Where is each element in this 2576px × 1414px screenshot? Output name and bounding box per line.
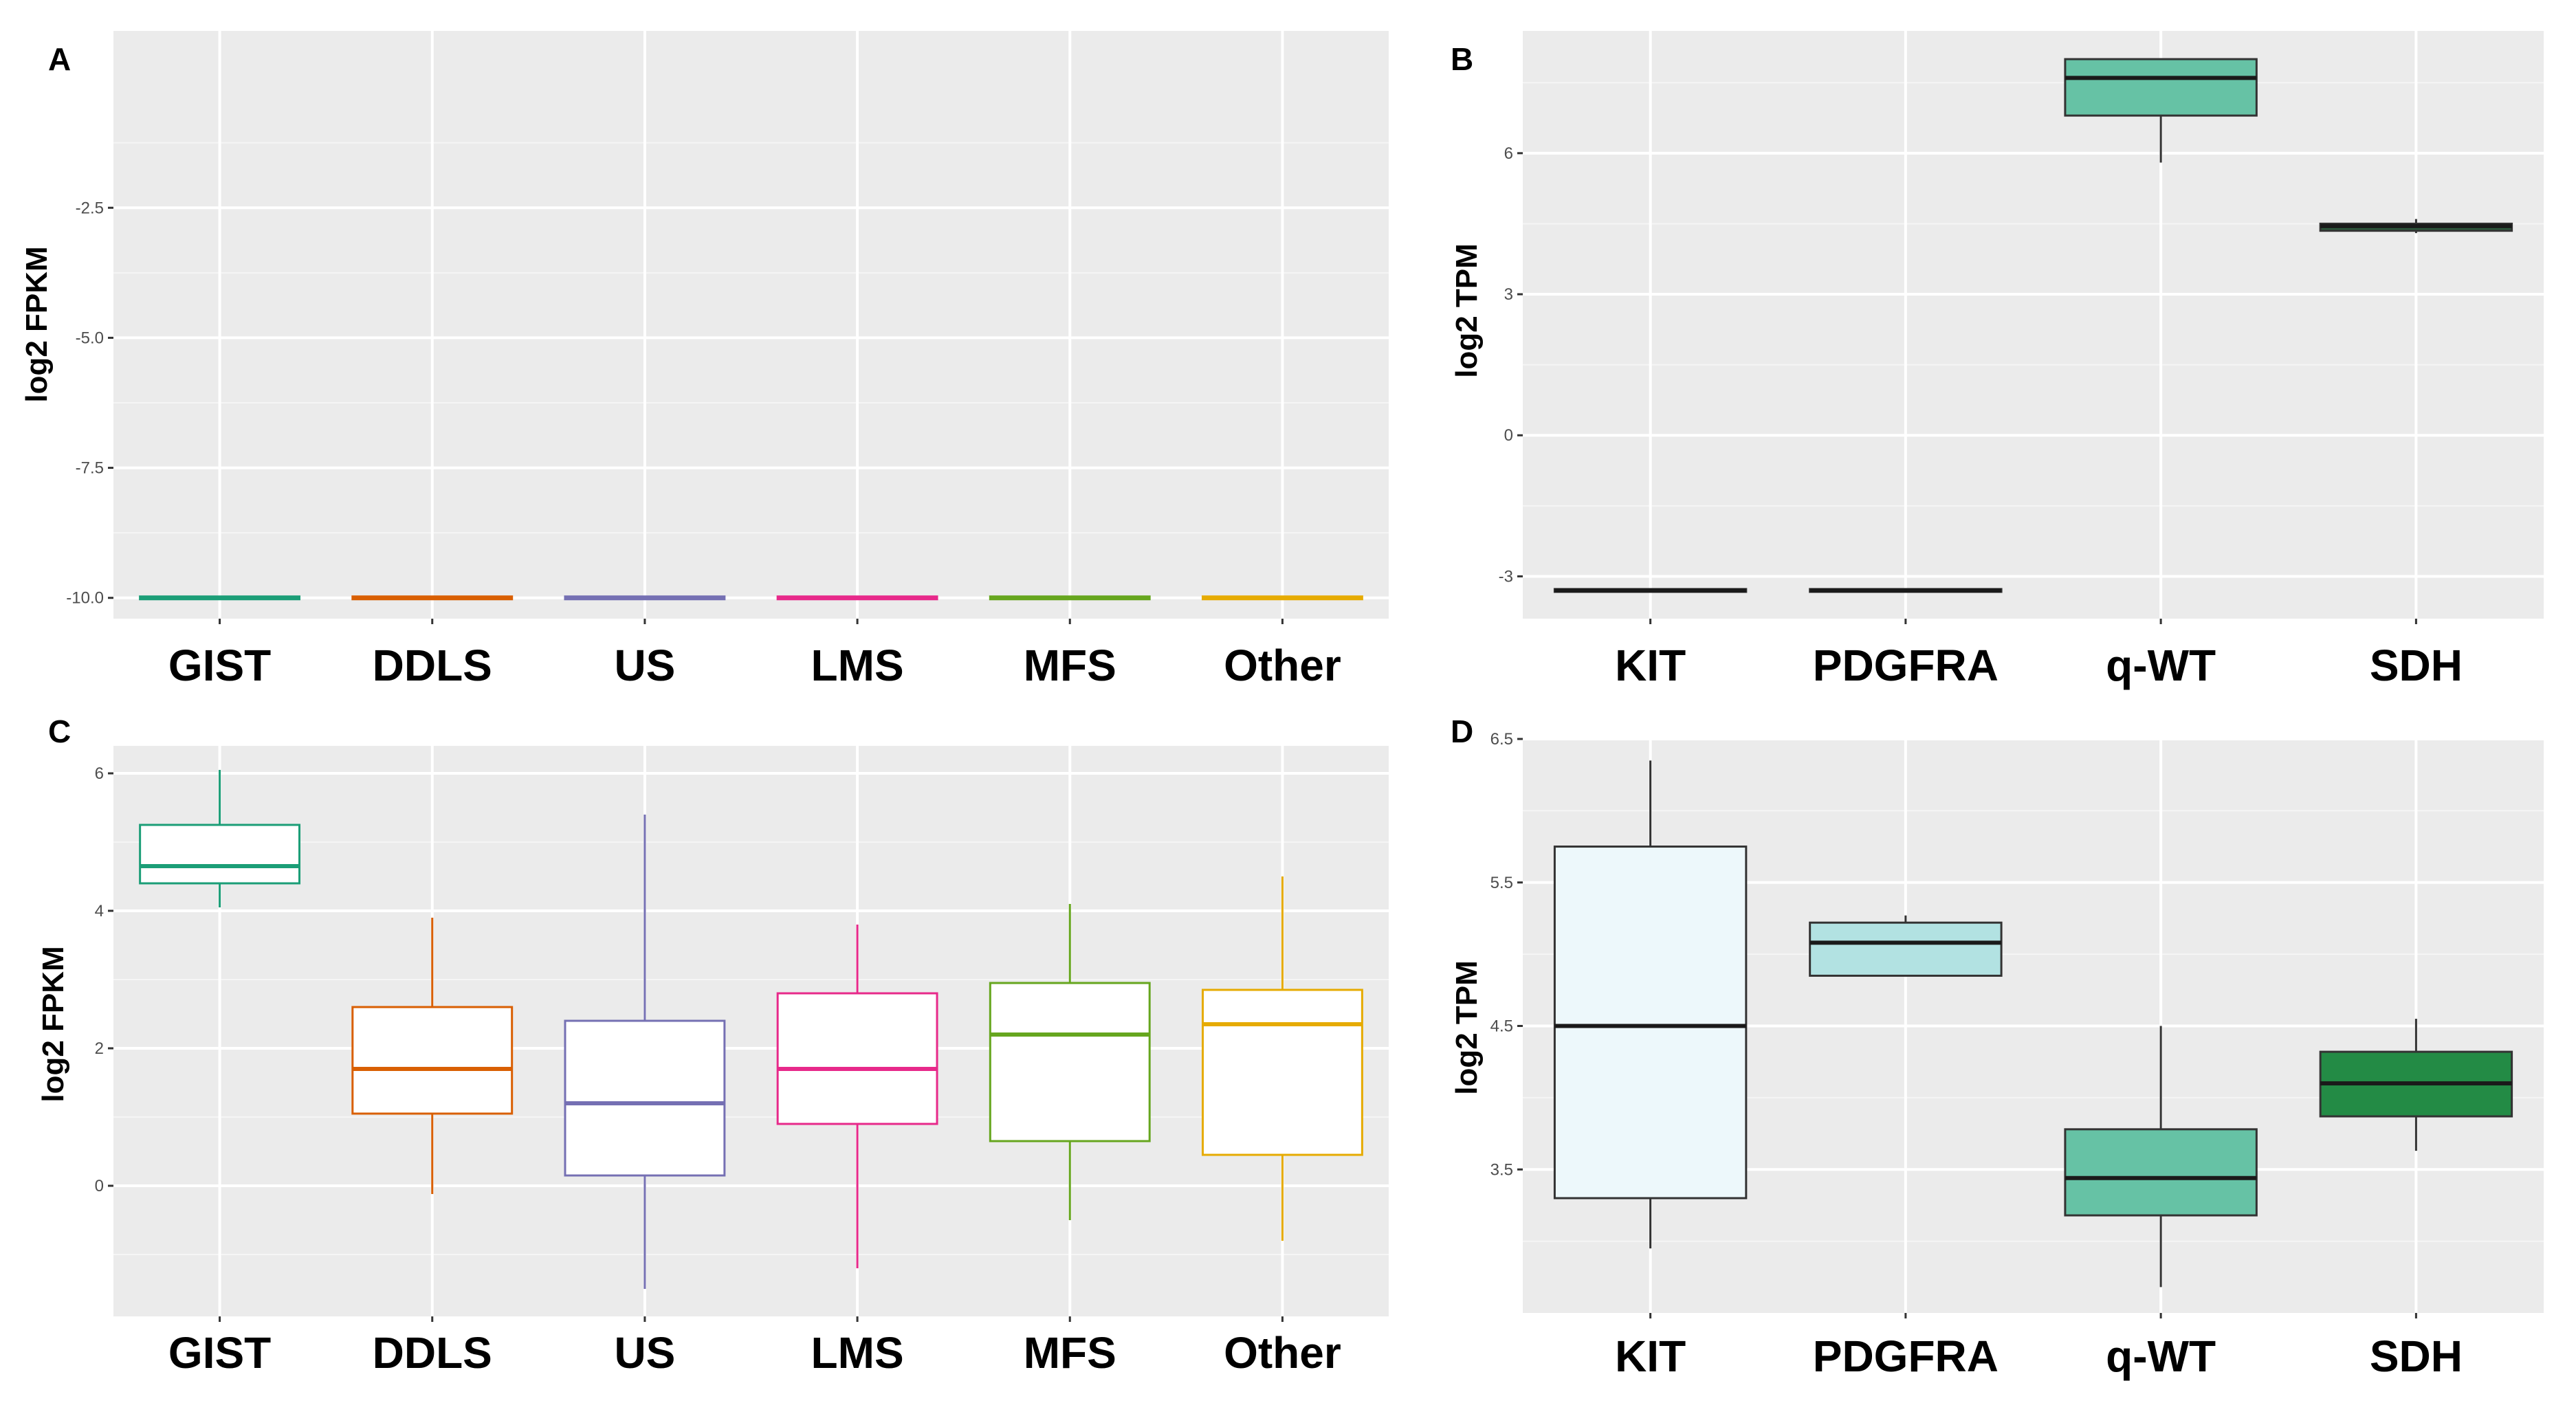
x-tick-label: Other — [1224, 641, 1341, 690]
box-body — [2064, 1128, 2258, 1217]
box-body — [564, 1019, 726, 1177]
y-axis-label: log2 FPKM — [20, 246, 54, 402]
x-tick-label: q-WT — [2106, 641, 2216, 690]
box-sdh — [2319, 1019, 2513, 1151]
y-tick-label: 6 — [1504, 144, 1513, 163]
x-tick-label: DDLS — [373, 1328, 492, 1378]
y-tick-label: 6.5 — [1490, 730, 1513, 749]
box-lms — [776, 925, 938, 1268]
box-body — [776, 992, 938, 1125]
y-tick-label: 5.5 — [1490, 874, 1513, 892]
plot-background — [113, 31, 1389, 619]
x-tick-label: LMS — [811, 641, 904, 690]
x-tick-label: SDH — [2370, 1332, 2463, 1381]
y-tick-label: -5.0 — [76, 329, 104, 347]
x-tick-label: GIST — [168, 641, 271, 690]
box-mfs — [989, 595, 1151, 601]
x-tick-label: q-WT — [2106, 1332, 2216, 1381]
panel-letter: B — [1451, 41, 1473, 77]
box-body — [989, 982, 1151, 1142]
plot-background — [113, 746, 1389, 1316]
x-tick-label: PDGFRA — [1813, 1332, 1999, 1381]
x-tick-label: US — [614, 1328, 675, 1378]
x-tick-label: KIT — [1615, 1332, 1686, 1381]
box-lms — [776, 595, 938, 601]
panel-A: -10.0 -7.5 -5.0 -2.5 GIST DDLS US LMS MFS Other Al… — [20, 31, 1389, 690]
y-tick-label: 0 — [95, 1177, 104, 1195]
y-tick-label: 4 — [95, 902, 104, 920]
box-kit — [1553, 760, 1748, 1249]
box-us — [564, 815, 726, 1289]
panel-letter: C — [48, 714, 71, 749]
y-axis-label: log2 TPM — [1450, 243, 1484, 378]
y-tick-label: 0 — [1504, 426, 1513, 445]
box-other — [1201, 876, 1363, 1241]
plot-background — [1523, 31, 2544, 619]
x-tick-label: SDH — [2370, 641, 2463, 690]
box-pdgfra — [1809, 588, 2003, 593]
box-q-wt — [2064, 1026, 2258, 1288]
box-mfs — [989, 904, 1151, 1220]
panel-letter: A — [48, 41, 71, 77]
y-tick-label: -2.5 — [76, 199, 104, 217]
box-other — [1201, 595, 1363, 601]
box-body — [1553, 846, 1748, 1200]
box-body — [1809, 921, 2003, 977]
y-tick-label: -10.0 — [66, 589, 104, 608]
x-tick-label: MFS — [1024, 641, 1116, 690]
box-sdh — [2319, 219, 2513, 234]
y-tick-label: 3.5 — [1490, 1160, 1513, 1179]
y-axis-label: log2 FPKM — [36, 946, 70, 1102]
y-tick-label: 3 — [1504, 285, 1513, 304]
box-gist — [139, 770, 301, 907]
box-kit — [1553, 588, 1748, 593]
panel-letter: D — [1451, 714, 1473, 749]
box-ddls — [351, 918, 514, 1194]
x-tick-label: LMS — [811, 1328, 904, 1378]
y-tick-label: 6 — [95, 764, 104, 783]
x-tick-label: Other — [1224, 1328, 1341, 1378]
box-gist — [139, 595, 301, 601]
box-body — [1201, 988, 1363, 1156]
box-body — [139, 824, 301, 885]
y-tick-label: 4.5 — [1490, 1017, 1513, 1036]
y-tick-label: -7.5 — [76, 459, 104, 478]
box-pdgfra — [1809, 915, 2003, 977]
y-tick-label: -3 — [1499, 567, 1513, 586]
y-axis-label: log2 TPM — [1450, 960, 1484, 1095]
box-ddls — [351, 595, 514, 601]
box-q-wt — [2064, 58, 2258, 163]
box-body — [2064, 58, 2258, 117]
x-tick-label: US — [614, 641, 675, 690]
x-tick-label: PDGFRA — [1813, 641, 1999, 690]
x-tick-label: KIT — [1615, 641, 1686, 690]
x-tick-label: GIST — [168, 1328, 271, 1378]
box-us — [564, 595, 726, 601]
x-tick-label: MFS — [1024, 1328, 1116, 1378]
y-tick-label: 2 — [95, 1039, 104, 1058]
box-body — [351, 1006, 514, 1115]
x-tick-label: DDLS — [373, 641, 492, 690]
